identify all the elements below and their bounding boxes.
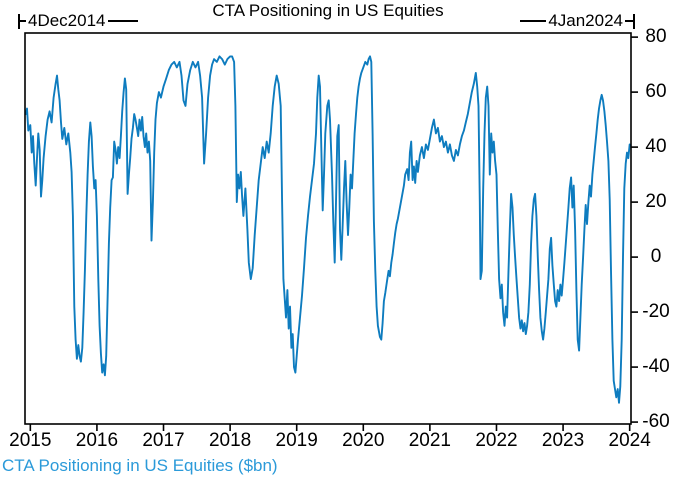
x-tick-label: 2022 bbox=[475, 430, 518, 451]
x-tick-label: 2016 bbox=[75, 430, 119, 451]
range-start-tick-icon bbox=[18, 13, 20, 29]
y-tick-label: 80 bbox=[645, 26, 667, 48]
start-date-label: 4Dec2014 bbox=[28, 11, 106, 30]
x-tick-label: 2021 bbox=[408, 430, 452, 451]
range-line-segment bbox=[625, 20, 633, 22]
start-date-annotation: 4Dec2014 bbox=[18, 11, 138, 31]
y-tick-label: -40 bbox=[642, 356, 670, 378]
y-tick-label: 60 bbox=[645, 81, 667, 103]
cta-positioning-line bbox=[24, 55, 631, 404]
plot-border bbox=[24, 32, 632, 425]
end-date-label: 4Jan2024 bbox=[548, 11, 623, 30]
range-end-tick-icon bbox=[633, 13, 635, 29]
y-tick-label: 0 bbox=[650, 246, 662, 268]
x-tick-label: 2019 bbox=[275, 430, 318, 451]
x-tick-label: 2023 bbox=[541, 430, 585, 451]
y-tick-label: -20 bbox=[642, 301, 670, 323]
end-date-annotation: 4Jan2024 bbox=[520, 11, 635, 31]
series-label: CTA Positioning in US Equities ($bn) bbox=[2, 456, 278, 475]
range-line-segment bbox=[20, 20, 26, 22]
y-tick-label: 20 bbox=[645, 191, 667, 213]
x-tick-label: 2024 bbox=[608, 430, 651, 451]
x-tick-label: 2017 bbox=[142, 430, 185, 451]
y-tick-label: -60 bbox=[642, 411, 670, 433]
range-line-segment bbox=[520, 20, 547, 22]
chart-title: CTA Positioning in US Equities bbox=[212, 1, 444, 20]
x-tick-label: 2020 bbox=[342, 430, 385, 451]
range-line-segment bbox=[107, 20, 138, 22]
x-tick-label: 2015 bbox=[9, 430, 52, 451]
y-tick-label: 40 bbox=[645, 136, 667, 158]
x-tick-label: 2018 bbox=[208, 430, 252, 451]
